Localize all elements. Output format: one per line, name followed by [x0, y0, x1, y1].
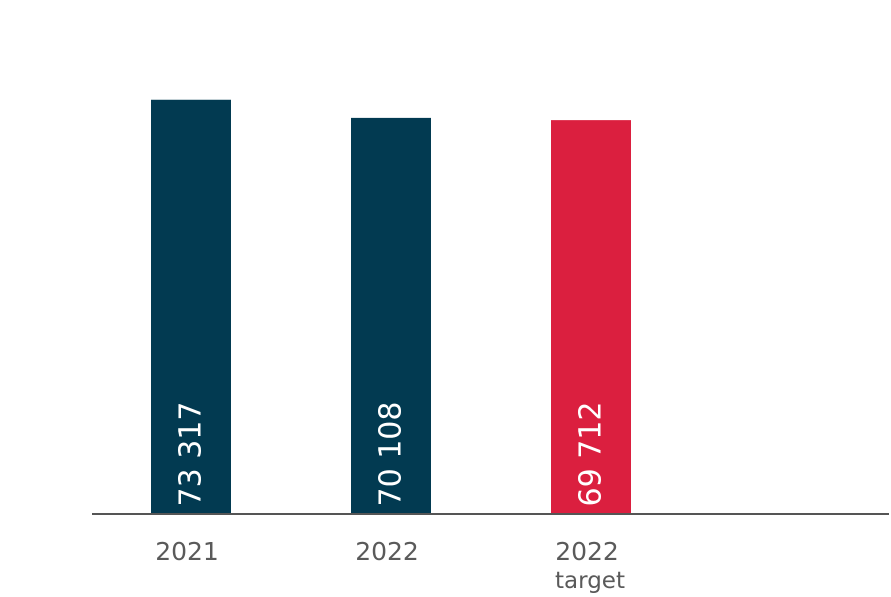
bar-1 [351, 117, 431, 514]
category-label-0: 2021 [155, 537, 219, 566]
category-sublabel-2: target [555, 568, 625, 594]
bar-value-label-0: 73 317 [174, 402, 209, 507]
bar-0 [151, 99, 231, 515]
bar-2 [551, 120, 631, 514]
bar-value-label-2: 69 712 [574, 402, 609, 507]
bars-group: 73 317 70 108 69 712 [151, 99, 631, 515]
bar-value-label-1: 70 108 [374, 402, 409, 507]
category-label-1: 2022 [355, 537, 419, 566]
category-label-2: 2022 [555, 537, 619, 566]
